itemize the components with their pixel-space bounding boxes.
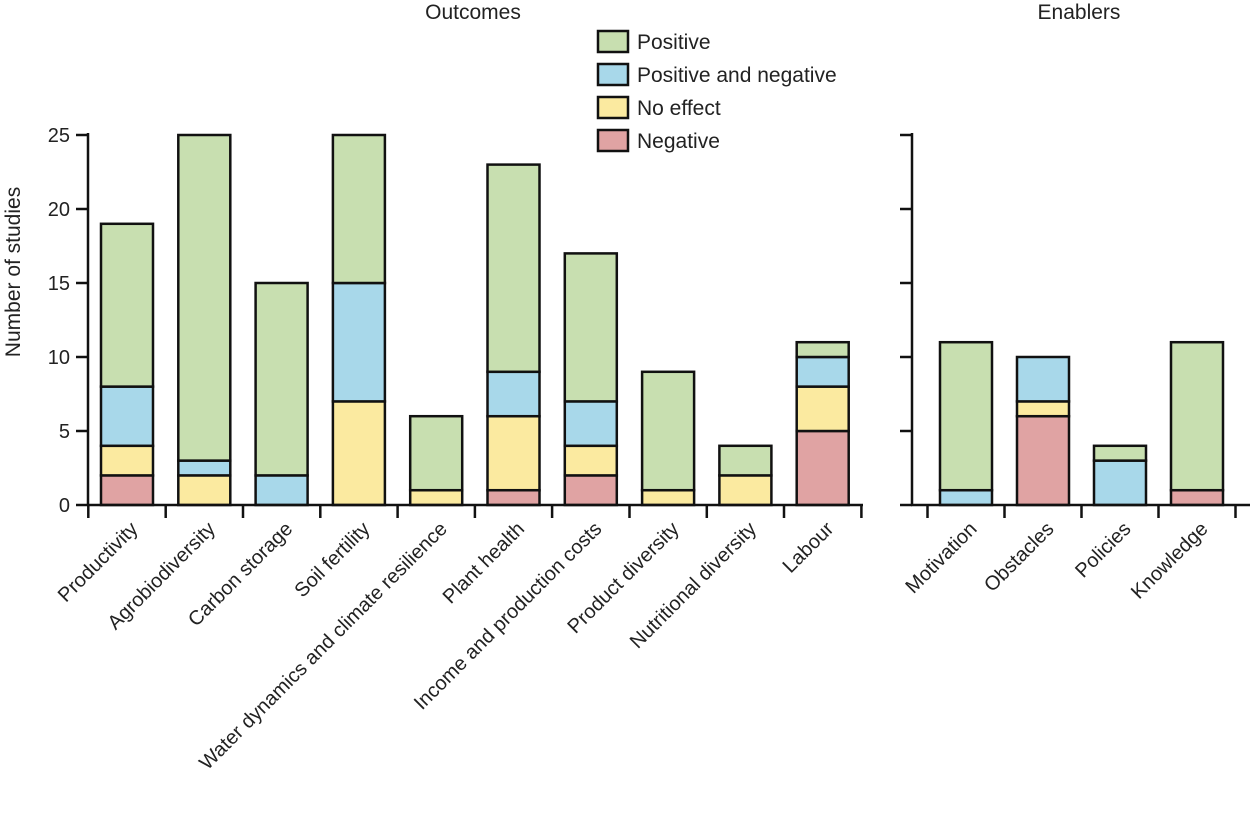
bar-motivation-positive	[938, 340, 994, 492]
bar-nutritional-diversity-positive	[718, 444, 773, 477]
legend-label-no-effect: No effect	[637, 97, 721, 120]
bar-carbon-storage-positive	[254, 281, 309, 477]
bar-soil-fertility-positive-and-negative	[331, 281, 387, 403]
bar-plant-health-negative	[486, 488, 541, 507]
category-label-knowledge: Knowledge	[1127, 518, 1213, 604]
legend-swatch-no-effect	[596, 95, 630, 120]
bars-layer	[99, 133, 1225, 507]
y-axis-title: Number of studies	[2, 187, 25, 357]
legend-label-positive-and-negative: Positive and negative	[637, 64, 837, 87]
category-label-policies: Policies	[1071, 518, 1135, 582]
bar-productivity-no-effect	[99, 444, 155, 477]
bar-plant-health-no-effect	[486, 414, 541, 492]
bar-labour-positive-and-negative	[795, 355, 850, 388]
bar-product-diversity-positive	[640, 370, 696, 492]
bar-product-diversity-no-effect	[640, 488, 696, 507]
bar-labour-negative	[795, 429, 850, 507]
bar-productivity-positive	[99, 222, 155, 388]
bar-knowledge-positive	[1169, 340, 1225, 492]
bar-motivation-positive-and-negative	[938, 488, 994, 507]
bar-agrobiodiversity-positive-and-negative	[177, 459, 232, 477]
y-tick-label-20: 20	[48, 199, 70, 221]
bar-plant-health-positive-and-negative	[486, 370, 541, 418]
bar-plant-health-positive	[486, 163, 541, 374]
category-label-soil-fertility: Soil fertility	[290, 518, 374, 602]
bar-knowledge-negative	[1169, 488, 1225, 507]
bar-water-dynamics-and-climate-resilience-no-effect	[408, 488, 464, 507]
y-tick-label-10: 10	[48, 347, 70, 369]
bar-agrobiodiversity-positive	[177, 133, 232, 462]
y-tick-label-25: 25	[48, 125, 70, 147]
bar-income-and-production-costs-negative	[563, 474, 619, 507]
bar-labour-positive	[795, 340, 850, 359]
bar-soil-fertility-positive	[331, 133, 387, 285]
bar-carbon-storage-positive-and-negative	[254, 474, 309, 507]
bar-income-and-production-costs-no-effect	[563, 444, 619, 477]
bar-soil-fertility-no-effect	[331, 400, 387, 507]
y-tick-label-0: 0	[59, 495, 70, 517]
category-label-labour: Labour	[779, 518, 839, 578]
bar-agrobiodiversity-no-effect	[177, 474, 232, 507]
panel-title-outcomes: Outcomes	[425, 1, 521, 24]
bar-policies-positive-and-negative	[1092, 459, 1148, 507]
bar-income-and-production-costs-positive-and-negative	[563, 400, 619, 448]
bar-productivity-positive-and-negative	[99, 385, 155, 448]
legend: Positive Positive and negative No effect Ne…	[596, 29, 837, 153]
panel-title-enablers: Enablers	[1038, 1, 1121, 24]
bar-obstacles-positive-and-negative	[1015, 355, 1071, 403]
legend-swatch-positive	[596, 29, 630, 54]
bar-nutritional-diversity-no-effect	[718, 474, 773, 507]
axes-layer: 0 5 10 15 20 25	[48, 125, 1250, 518]
legend-swatch-negative	[596, 128, 630, 153]
bar-labour-no-effect	[795, 385, 850, 433]
y-tick-label-15: 15	[48, 273, 70, 295]
bar-productivity-negative	[99, 474, 155, 507]
category-label-obstacles: Obstacles	[980, 518, 1058, 596]
category-label-motivation: Motivation	[902, 518, 982, 598]
bar-policies-positive	[1092, 444, 1148, 462]
bar-income-and-production-costs-positive	[563, 252, 619, 403]
category-label-nutritional-diversity: Nutritional diversity	[626, 518, 761, 653]
bar-water-dynamics-and-climate-resilience-positive	[408, 414, 464, 492]
legend-label-negative: Negative	[637, 130, 720, 153]
y-tick-label-5: 5	[59, 421, 70, 443]
legend-label-positive: Positive	[637, 31, 711, 54]
legend-swatch-positive-and-negative	[596, 62, 630, 87]
bar-obstacles-negative	[1015, 414, 1071, 507]
bar-obstacles-no-effect	[1015, 400, 1071, 418]
